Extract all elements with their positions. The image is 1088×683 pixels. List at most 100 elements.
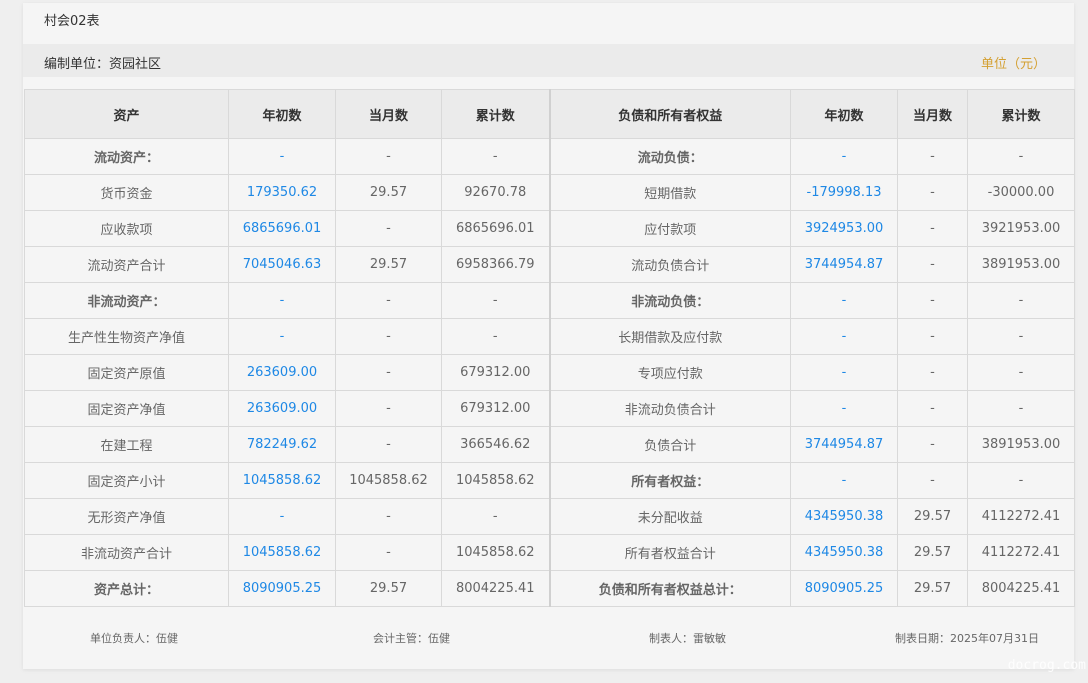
left-label-cell: 无形资产净值	[24, 498, 229, 535]
report-panel: 村会02表 编制单位：资园社区 单位（元） 资产 年初数 当月数 累计数 负债和…	[23, 3, 1075, 669]
left-cumulative-cell: 366546.62	[441, 426, 550, 463]
left-cumulative-cell: -	[441, 138, 550, 175]
right-label-cell: 专项应付款	[548, 354, 791, 391]
left-month-cell: -	[335, 282, 442, 319]
table-row: 无形资产净值 - - - 未分配收益 4345950.38 29.57 4112272.41	[24, 498, 1075, 535]
header-liabilities: 负债和所有者权益	[548, 89, 791, 139]
left-begin-cell[interactable]: 263609.00	[228, 354, 336, 391]
right-begin-cell[interactable]: -	[790, 318, 898, 355]
left-label-cell: 生产性生物资产净值	[24, 318, 229, 355]
left-cumulative-cell: 679312.00	[441, 354, 550, 391]
left-label-cell: 资产总计：	[24, 570, 229, 607]
right-cumulative-cell: -	[967, 354, 1075, 391]
right-begin-cell[interactable]: 3744954.87	[790, 246, 898, 283]
left-month-cell: -	[335, 354, 442, 391]
table-row: 货币资金 179350.62 29.57 92670.78 短期借款 -179998.13…	[24, 174, 1075, 211]
right-label-cell: 未分配收益	[548, 498, 791, 535]
right-label-cell: 负债合计	[548, 426, 791, 463]
report-title: 村会02表	[44, 14, 100, 29]
left-begin-cell[interactable]: 179350.62	[228, 174, 336, 211]
info-bar: 编制单位：资园社区 单位（元）	[23, 44, 1074, 77]
header-cumulative: 累计数	[967, 89, 1075, 139]
right-begin-cell[interactable]: -	[790, 462, 898, 499]
right-begin-cell[interactable]: 3744954.87	[790, 426, 898, 463]
table-row: 固定资产净值 263609.00-679312.00 非流动负债合计 - - -	[24, 390, 1075, 427]
left-begin-cell[interactable]: -	[228, 318, 336, 355]
left-cumulative-cell: 6865696.01	[441, 210, 550, 247]
right-cumulative-cell: -	[967, 282, 1075, 319]
left-label-cell: 固定资产小计	[24, 462, 229, 499]
left-begin-cell[interactable]: 6865696.01	[228, 210, 336, 247]
org-label: 编制单位：资园社区	[44, 57, 162, 72]
left-month-cell: -	[335, 498, 442, 535]
right-begin-cell[interactable]: 3924953.00	[790, 210, 898, 247]
right-cumulative-cell: -	[967, 318, 1075, 355]
table-row: 资产总计： 8090905.25 29.57 8004225.41 负债和所有者权益总计…	[24, 570, 1075, 607]
right-cumulative-cell: 4112272.41	[967, 498, 1075, 535]
right-month-cell: 29.57	[897, 534, 968, 571]
right-month-cell: -	[897, 390, 968, 427]
right-begin-cell[interactable]: -	[790, 390, 898, 427]
left-label-cell: 固定资产净值	[24, 390, 229, 427]
footer-accountant: 会计主管：伍健	[373, 632, 450, 645]
left-label-cell: 流动资产：	[24, 138, 229, 175]
right-begin-cell[interactable]: -	[790, 138, 898, 175]
left-month-cell: -	[335, 390, 442, 427]
left-cumulative-cell: 92670.78	[441, 174, 550, 211]
right-month-cell: -	[897, 174, 968, 211]
left-cumulative-cell: -	[441, 498, 550, 535]
header-assets: 资产	[24, 89, 229, 139]
right-begin-cell[interactable]: 8090905.25	[790, 570, 898, 607]
right-begin-cell[interactable]: 4345950.38	[790, 498, 898, 535]
left-begin-cell[interactable]: -	[228, 282, 336, 319]
right-cumulative-cell: -	[967, 462, 1075, 499]
left-begin-cell[interactable]: 1045858.62	[228, 462, 336, 499]
table-row: 非流动资产合计 1045858.62-1045858.62 所有者权益合计 43459…	[24, 534, 1075, 571]
right-begin-cell[interactable]: -179998.13	[790, 174, 898, 211]
header-month: 当月数	[897, 89, 968, 139]
left-begin-cell[interactable]: 7045046.63	[228, 246, 336, 283]
left-begin-cell[interactable]: -	[228, 498, 336, 535]
left-cumulative-cell: 6958366.79	[441, 246, 550, 283]
table-row: 固定资产小计 1045858.62 1045858.62 1045858.62 所有者权…	[24, 462, 1075, 499]
left-begin-cell[interactable]: 263609.00	[228, 390, 336, 427]
left-label-cell: 在建工程	[24, 426, 229, 463]
right-month-cell: -	[897, 426, 968, 463]
left-month-cell: 29.57	[335, 174, 442, 211]
right-begin-cell[interactable]: -	[790, 282, 898, 319]
left-month-cell: -	[335, 534, 442, 571]
right-month-cell: -	[897, 354, 968, 391]
header-cumulative: 累计数	[441, 89, 550, 139]
table-row: 固定资产原值 263609.00-679312.00 专项应付款 - - -	[24, 354, 1075, 391]
balance-sheet-table: 资产 年初数 当月数 累计数 负债和所有者权益 年初数 当月数 累计数 流动资产…	[24, 89, 1075, 607]
right-month-cell: -	[897, 138, 968, 175]
watermark: docrog.com	[1007, 658, 1086, 673]
left-label-cell: 固定资产原值	[24, 354, 229, 391]
left-label-cell: 应收款项	[24, 210, 229, 247]
right-label-cell: 流动负债合计	[548, 246, 791, 283]
right-cumulative-cell: -	[967, 138, 1075, 175]
left-month-cell: 29.57	[335, 246, 442, 283]
header-month: 当月数	[335, 89, 442, 139]
left-month-cell: 29.57	[335, 570, 442, 607]
left-month-cell: -	[335, 210, 442, 247]
left-begin-cell[interactable]: -	[228, 138, 336, 175]
left-cumulative-cell: -	[441, 318, 550, 355]
left-label-cell: 货币资金	[24, 174, 229, 211]
right-month-cell: 29.57	[897, 498, 968, 535]
right-begin-cell[interactable]: -	[790, 354, 898, 391]
right-cumulative-cell: 4112272.41	[967, 534, 1075, 571]
left-begin-cell[interactable]: 1045858.62	[228, 534, 336, 571]
right-month-cell: -	[897, 246, 968, 283]
right-month-cell: -	[897, 282, 968, 319]
table-row: 流动资产合计 7045046.63 29.57 6958366.79 流动负债合计 374…	[24, 246, 1075, 283]
left-begin-cell[interactable]: 8090905.25	[228, 570, 336, 607]
right-label-cell: 短期借款	[548, 174, 791, 211]
left-label-cell: 非流动资产：	[24, 282, 229, 319]
left-begin-cell[interactable]: 782249.62	[228, 426, 336, 463]
left-cumulative-cell: 679312.00	[441, 390, 550, 427]
table-row: 在建工程 782249.62-366546.62 负债合计 3744954.87-38…	[24, 426, 1075, 463]
table-row: 流动资产： - - - 流动负债： - - -	[24, 138, 1075, 175]
left-month-cell: -	[335, 426, 442, 463]
right-begin-cell[interactable]: 4345950.38	[790, 534, 898, 571]
